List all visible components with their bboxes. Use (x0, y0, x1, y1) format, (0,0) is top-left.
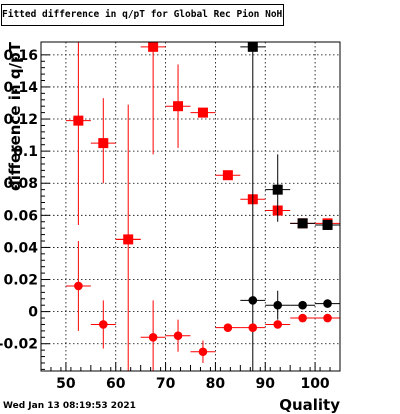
square-marker (98, 138, 109, 149)
x-tick-label: 60 (106, 376, 126, 392)
plot-frame (40, 41, 341, 372)
circle-marker (323, 299, 332, 308)
series-1 (65, 41, 340, 371)
square-marker (197, 107, 208, 118)
grid-lines (41, 42, 340, 371)
x-tick-label: 90 (256, 376, 276, 392)
circle-marker (74, 281, 83, 291)
x-tick-label: 70 (156, 376, 176, 392)
square-marker (322, 219, 333, 230)
square-marker (148, 41, 159, 52)
series-2 (240, 41, 340, 371)
square-marker (272, 184, 283, 195)
series-4 (240, 290, 340, 320)
chart-title: Fitted difference in q/pT for Global Rec… (1, 4, 284, 26)
x-tick-label: 100 (300, 376, 329, 392)
square-marker (173, 101, 184, 112)
y-tick-label: 0.04 (3, 240, 38, 256)
timestamp: Wed Jan 13 08:19:53 2021 (3, 401, 136, 411)
y-tick-label: 0.16 (3, 48, 38, 64)
circle-marker (98, 320, 108, 329)
y-tick-label: 0.02 (3, 273, 38, 289)
tick-labels: 50 60 70 80 90 100 -0.02 0 0.02 0.04 0.06 0.08 0.1 0.… (0, 48, 330, 392)
circle-marker (273, 300, 283, 310)
y-tick-label: 0.14 (3, 80, 38, 96)
axis-ticks (40, 54, 341, 371)
y-tick-label: -0.02 (0, 337, 38, 353)
circle-marker (173, 331, 183, 340)
circle-marker (198, 347, 208, 357)
square-marker (247, 41, 258, 52)
square-marker (73, 115, 84, 126)
data-series (65, 41, 340, 371)
circle-marker (323, 313, 332, 323)
y-tick-label: 0 (28, 305, 38, 321)
circle-marker (223, 323, 233, 332)
circle-marker (148, 332, 158, 342)
x-tick-label: 50 (56, 376, 76, 392)
y-tick-label: 0.12 (3, 112, 38, 128)
y-tick-label: 0.08 (3, 176, 38, 192)
circle-marker (123, 235, 133, 244)
y-tick-label: 0.06 (3, 208, 38, 224)
square-marker (297, 218, 308, 229)
series-3 (65, 235, 340, 371)
x-tick-label: 80 (206, 376, 226, 392)
circle-marker (298, 300, 307, 310)
y-tick-label: 0.1 (13, 144, 38, 160)
circle-marker (248, 296, 258, 305)
square-marker (222, 170, 233, 181)
y-axis-title: difference in q/pT (6, 41, 24, 191)
circle-marker (298, 313, 307, 323)
circle-marker (248, 323, 258, 332)
x-axis-title: Quality (279, 396, 340, 414)
circle-marker (273, 320, 283, 329)
